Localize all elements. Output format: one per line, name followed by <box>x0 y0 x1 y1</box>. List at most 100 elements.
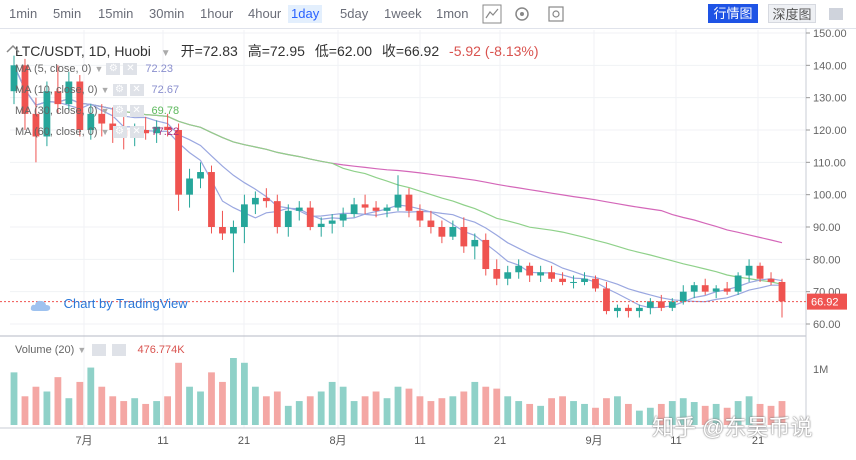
candle-body <box>624 307 632 312</box>
ma-label: MA (30, close, 0) <box>15 105 98 117</box>
timeframe-5min[interactable]: 5min <box>53 6 82 21</box>
depth-chart-button[interactable]: 深度图 <box>768 4 816 23</box>
main-chart-button[interactable]: 行情图 <box>708 4 758 23</box>
volume-bar <box>603 398 610 425</box>
candle-body <box>603 288 610 312</box>
ma-close-icon[interactable]: ✕ <box>129 126 144 139</box>
ma-close-icon[interactable]: ✕ <box>129 84 144 97</box>
price-tick-label: 100.00 <box>813 190 847 202</box>
candle-body <box>416 210 424 221</box>
candle-body <box>153 126 161 134</box>
price-tick-label: 150.00 <box>813 28 847 40</box>
volume-bar <box>515 401 523 425</box>
ma-settings-icon[interactable]: ⚙ <box>112 105 127 118</box>
candle-body <box>581 278 588 282</box>
volume-bar <box>679 398 687 425</box>
volume-bar <box>668 401 676 425</box>
candle-body <box>592 278 599 289</box>
ma-settings-icon[interactable]: ⚙ <box>112 84 127 97</box>
volume-bar <box>592 407 599 425</box>
chevron-down-icon[interactable]: ▼ <box>160 48 171 59</box>
volume-bar <box>712 403 720 425</box>
timeframe-5day[interactable]: 5day <box>340 6 369 21</box>
timeframe-15min[interactable]: 15min <box>98 6 134 21</box>
open-value: 开=72.83 <box>180 43 238 59</box>
ma-label: MA (10, close, 0) <box>15 84 98 96</box>
ma-legend-row: MA (60, close, 0) ▼ ⚙ ✕ 77.22 <box>15 126 179 139</box>
screenshot-icon[interactable] <box>546 4 566 24</box>
volume-bar <box>723 407 731 425</box>
candle-body <box>548 272 556 279</box>
toolbar: 1min 5min 15min 30min 1hour 4hour 1day 5day 1wee… <box>0 0 856 29</box>
volume-bar <box>614 396 621 425</box>
ma-settings-icon[interactable]: ⚙ <box>112 126 127 139</box>
volume-bar <box>32 386 40 425</box>
volume-bar <box>646 407 654 425</box>
price-tick-label: 80.00 <box>813 254 841 266</box>
volume-bar <box>581 403 588 425</box>
volume-bar <box>164 396 172 425</box>
candle-body <box>438 227 446 237</box>
timeframe-1day[interactable]: 1day <box>288 5 323 23</box>
candle-body <box>339 214 347 221</box>
volume-bar <box>427 401 435 425</box>
chevron-down-icon[interactable]: ▼ <box>100 106 110 116</box>
candle-body <box>570 281 577 283</box>
candle-body <box>273 201 281 227</box>
timeframe-1mon[interactable]: 1mon <box>436 6 469 21</box>
candle-body <box>526 265 534 276</box>
candle-body <box>76 81 84 130</box>
volume-bar <box>438 398 446 425</box>
chevron-down-icon[interactable]: ▼ <box>100 85 110 95</box>
volume-bar <box>482 386 490 425</box>
settings-icon[interactable] <box>512 4 532 24</box>
ma-close-icon[interactable]: ✕ <box>123 63 138 76</box>
candle-body <box>10 65 18 92</box>
candle-body <box>361 204 369 208</box>
ma-close-icon[interactable]: ✕ <box>129 105 144 118</box>
volume-bar <box>262 396 270 425</box>
volume-bar <box>295 401 303 425</box>
candle-body <box>383 207 391 211</box>
ma-value: 72.67 <box>151 84 180 96</box>
volume-bar <box>449 396 457 425</box>
chevron-down-icon[interactable]: ▼ <box>77 345 87 355</box>
volume-bar <box>537 405 545 425</box>
volume-bar <box>273 391 281 425</box>
fullscreen-icon[interactable] <box>826 4 846 24</box>
timeframe-1week[interactable]: 1week <box>384 6 422 21</box>
candle-body <box>767 278 775 282</box>
collapse-legend-icon[interactable] <box>4 42 22 56</box>
ma-value: 72.23 <box>145 63 173 75</box>
volume-close-icon[interactable] <box>112 344 127 357</box>
volume-bar <box>745 396 753 425</box>
volume-bar <box>460 391 468 425</box>
timeframe-30min[interactable]: 30min <box>149 6 185 21</box>
candle-body <box>504 272 512 279</box>
candle-body <box>668 301 676 308</box>
chevron-down-icon[interactable]: ▼ <box>94 64 104 74</box>
low-value: 低=62.00 <box>314 43 373 59</box>
timeframe-1min[interactable]: 1min <box>9 6 38 21</box>
candle-body <box>295 207 303 211</box>
bar-type-icon[interactable] <box>482 4 502 24</box>
timeframe-4hour[interactable]: 4hour <box>248 6 282 21</box>
volume-bar <box>21 396 29 425</box>
price-tick-label: 140.00 <box>813 60 847 72</box>
volume-label: Volume (20) <box>15 344 75 356</box>
candle-body <box>646 301 654 308</box>
volume-bar <box>405 388 413 425</box>
volume-bar <box>98 386 106 425</box>
ma-settings-icon[interactable]: ⚙ <box>106 63 121 76</box>
candle-body <box>734 275 742 292</box>
timeframe-1hour[interactable]: 1hour <box>200 6 234 21</box>
tradingview-watermark[interactable]: Chart by TradingView <box>30 296 188 312</box>
candle-body <box>219 227 226 234</box>
chevron-down-icon[interactable]: ▼ <box>100 127 110 137</box>
candle-body <box>164 126 172 130</box>
candle-body <box>493 269 501 279</box>
volume-value: 476.774K <box>137 344 185 356</box>
volume-bar <box>526 403 534 425</box>
candle-body <box>482 239 490 270</box>
volume-settings-icon[interactable] <box>92 344 107 357</box>
